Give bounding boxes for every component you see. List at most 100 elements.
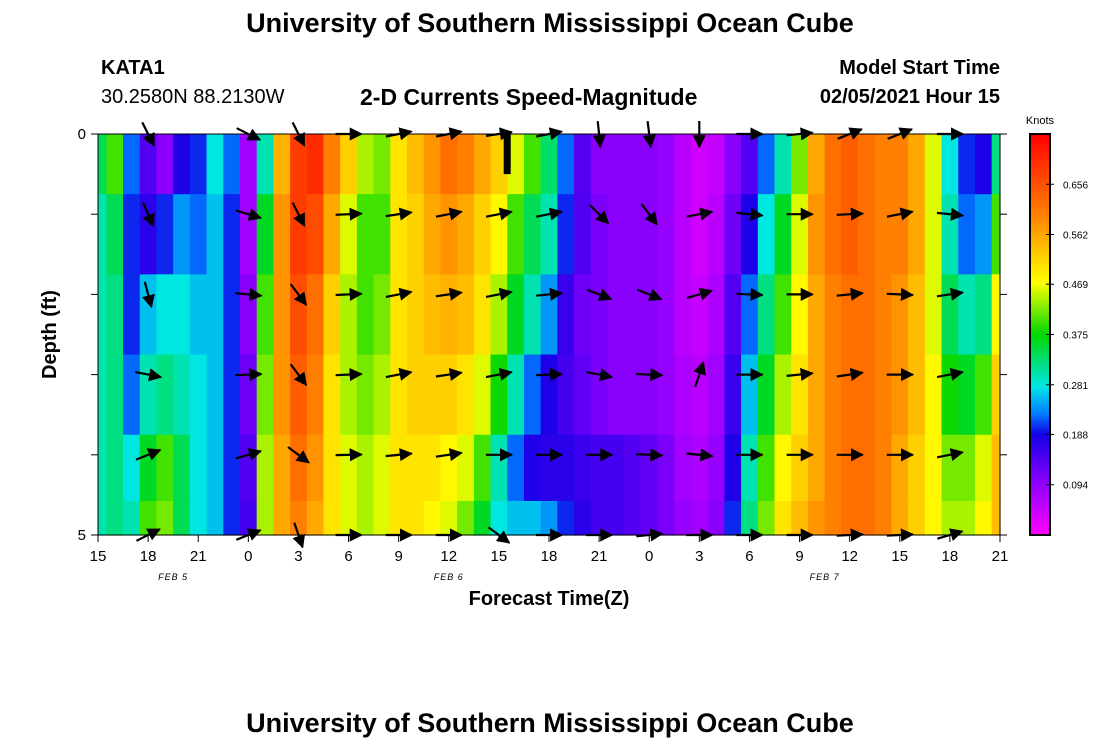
heatmap-cell (741, 274, 759, 356)
current-vector (535, 367, 564, 382)
heatmap-cell (807, 274, 826, 356)
heatmap-cell (924, 434, 943, 502)
x-tick-label: 12 (841, 548, 858, 565)
heatmap-cell (941, 500, 959, 536)
heatmap-cell (473, 500, 492, 536)
heatmap-cell (791, 500, 809, 536)
heatmap-cell (239, 274, 258, 356)
station-id: KATA1 (101, 57, 165, 79)
current-vector (636, 368, 664, 382)
heatmap-cell (98, 134, 107, 195)
current-vector (736, 207, 764, 221)
x-tick-label: 0 (645, 548, 653, 565)
heatmap-cell (340, 134, 358, 195)
heatmap-cell (440, 274, 458, 356)
heatmap-cell (457, 500, 475, 536)
heatmap-cell (340, 274, 358, 356)
heatmap-cell (991, 500, 1001, 536)
heatmap-cell (624, 434, 642, 502)
heatmap-cell (206, 194, 224, 275)
heatmap-cell (674, 194, 692, 275)
heatmap-cell (974, 434, 993, 502)
heatmap-cell (423, 274, 442, 356)
heatmap-cell (741, 194, 759, 275)
x-date-label: FEB 6 (434, 572, 464, 582)
heatmap-cell (273, 434, 291, 502)
heatmap-cell (807, 354, 826, 436)
heatmap-cell (724, 274, 742, 356)
heatmap-cell (774, 434, 792, 502)
heatmap-cell (306, 134, 325, 195)
heatmap-cell (574, 134, 592, 195)
heatmap-cell (574, 274, 592, 356)
heatmap-cell (139, 134, 158, 195)
heatmap-cell (173, 354, 191, 436)
heatmap-cell (256, 194, 274, 275)
heatmap-cell (807, 134, 826, 195)
heatmap-cell (156, 354, 174, 436)
current-vector (135, 368, 163, 382)
x-tick-label: 18 (942, 548, 959, 565)
heatmap-cell (139, 500, 158, 536)
heatmap-cell (991, 354, 1001, 436)
heatmap-cell (891, 274, 909, 356)
heatmap-cell (607, 194, 625, 275)
heatmap-cell (173, 434, 191, 502)
current-vector (786, 367, 814, 382)
current-vector (235, 367, 263, 382)
heatmap-cell (156, 194, 174, 275)
heatmap-cell (958, 274, 976, 356)
heatmap-cell (273, 500, 291, 536)
heatmap-cell (290, 434, 308, 502)
heatmap-cell (657, 134, 675, 195)
heatmap-cell (156, 434, 174, 502)
heatmap-cell (741, 134, 759, 195)
heatmap-cell (624, 500, 642, 536)
heatmap-cell (173, 500, 191, 536)
heatmap-cell (139, 194, 158, 275)
heatmap-cell (841, 274, 859, 356)
heatmap-cell (941, 274, 959, 356)
heatmap-cell (657, 274, 675, 356)
heatmap-cell (189, 500, 208, 536)
heatmap-cell (757, 354, 776, 436)
heatmap-cell (824, 194, 842, 275)
heatmap-cell (306, 354, 325, 436)
current-vector (686, 207, 714, 221)
heatmap-cell (874, 194, 893, 275)
heatmap-cell (557, 274, 575, 356)
heatmap-cell (273, 354, 291, 436)
current-vector (589, 204, 610, 225)
heatmap-cell (690, 354, 709, 436)
colorbar: 0.094 0.188 0.281 0.375 0.469 0.562 0.656 Knots (1026, 115, 1088, 536)
station-coordinates: 30.2580N 88.2130W (101, 86, 285, 108)
heatmap-cell (189, 274, 208, 356)
heatmap-cell (206, 274, 224, 356)
heatmap-cell (791, 194, 809, 275)
colorbar-title: Knots (1026, 115, 1055, 127)
heatmap-cell (757, 194, 776, 275)
current-vector (693, 361, 706, 388)
current-vector (291, 202, 306, 227)
heatmap-cell (807, 434, 826, 502)
heatmap-cell (356, 134, 375, 195)
model-start-label: Model Start Time (839, 57, 1000, 79)
heatmap-cell (407, 194, 425, 275)
heatmap-cell (423, 500, 442, 536)
heatmap-cell (607, 354, 625, 436)
current-vector (289, 283, 308, 306)
heatmap-cell (457, 274, 475, 356)
heatmap-cell (490, 434, 508, 502)
heatmap-cell (123, 194, 141, 275)
heatmap-cell (340, 354, 358, 436)
heatmap-cell (774, 274, 792, 356)
heatmap-cell (774, 194, 792, 275)
heatmap-cell (373, 434, 391, 502)
heatmap-cell (974, 134, 993, 195)
heatmap-cell (373, 354, 391, 436)
heatmap-cell (757, 134, 776, 195)
heatmap-cell (340, 434, 358, 502)
colorbar-tick-label: 0.094 (1063, 481, 1088, 492)
heatmap-cell (674, 500, 692, 536)
heatmap-cell (540, 500, 558, 536)
